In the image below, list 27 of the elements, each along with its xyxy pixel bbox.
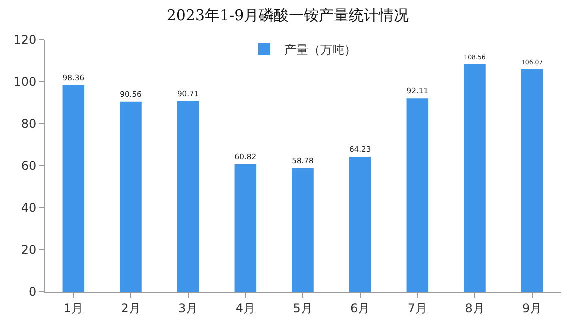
bar — [177, 102, 200, 292]
x-tick-label: 8月 — [465, 301, 485, 316]
y-tick-label: 40 — [21, 201, 37, 216]
x-tick-label: 9月 — [522, 301, 542, 316]
y-tick-label: 120 — [14, 33, 37, 48]
bar — [349, 157, 372, 292]
x-tick-label: 4月 — [236, 301, 256, 316]
bar — [292, 168, 314, 292]
x-tick-label: 1月 — [64, 301, 84, 316]
x-tick-label: 7月 — [408, 301, 428, 316]
x-tick-label: 2月 — [121, 301, 141, 316]
y-tick-label: 20 — [21, 243, 37, 258]
x-tick-label: 5月 — [293, 301, 313, 316]
y-tick-label: 80 — [21, 117, 37, 132]
bar — [234, 164, 257, 292]
y-tick-label: 60 — [21, 159, 37, 174]
chart-title: 2023年1-9月磷酸一铵产量统计情况 — [166, 6, 410, 24]
bar — [521, 69, 544, 292]
y-tick-label: 0 — [28, 285, 37, 300]
bar — [120, 102, 142, 292]
bar — [464, 64, 486, 292]
bar — [406, 98, 429, 292]
x-tick-label: 6月 — [350, 301, 370, 316]
x-tick-label: 3月 — [178, 301, 198, 316]
y-tick-label: 100 — [14, 75, 37, 90]
bar — [62, 85, 85, 292]
legend-label: 产量（万吨） — [284, 43, 356, 58]
